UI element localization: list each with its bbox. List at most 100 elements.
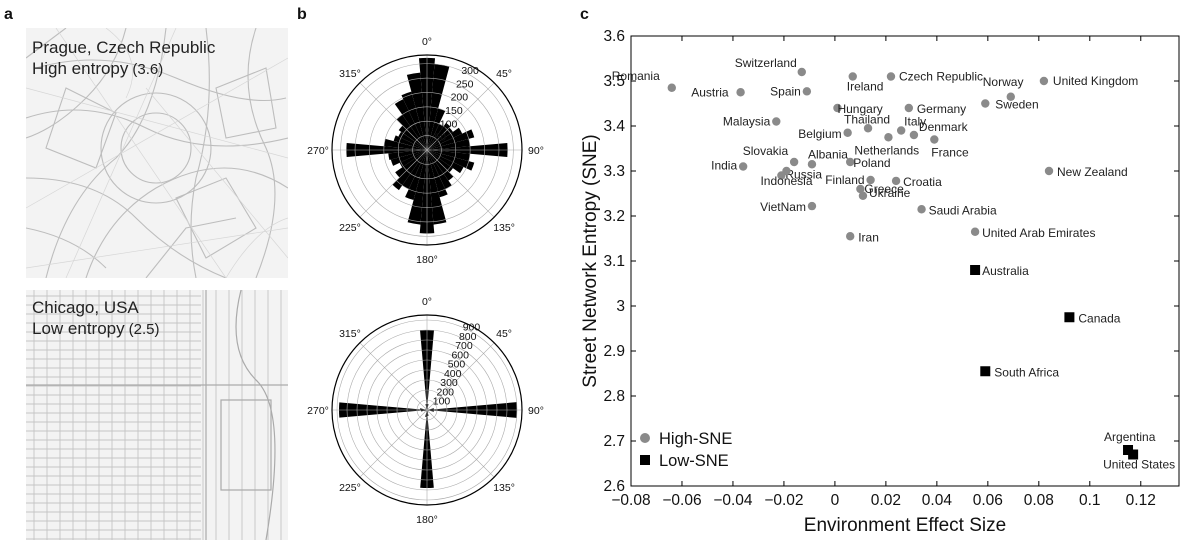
prague-polar-bar [392, 150, 427, 191]
prague-polar-bar [396, 114, 427, 150]
chicago-polar-radial-tick-label: 700 [455, 340, 473, 352]
prague-polar-angle-label: 225° [339, 222, 361, 234]
point-label: Albania [808, 147, 848, 161]
panel-letter-b: b [297, 6, 307, 23]
point-label: Poland [853, 156, 890, 170]
point-label: Argentina [1104, 430, 1156, 444]
chicago-label: Chicago, USA Low entropy (2.5) [32, 297, 159, 340]
prague-polar-bar [395, 150, 427, 178]
legend-high-sne-label: High-SNE [659, 430, 732, 448]
point-label: Thailand [844, 112, 890, 126]
high-sne-point [797, 67, 806, 77]
point-label: Denmark [919, 120, 969, 134]
x-tick-label: 0.08 [1024, 492, 1054, 509]
high-sne-point [772, 117, 781, 126]
prague-polar-bar [427, 150, 454, 181]
high-sne-point [884, 133, 893, 142]
chicago-polar-spoke [359, 342, 428, 411]
chicago-polar-angle-label: 315° [339, 328, 361, 340]
prague-polar-angle-label: 135° [493, 222, 515, 234]
prague-city: Prague, Czech Republic [32, 38, 216, 57]
high-sne-point [856, 184, 865, 194]
legend-high-sne-marker [640, 433, 650, 443]
y-axis-label: Street Network Entropy (SNE) [580, 134, 601, 387]
prague-street-lines [26, 28, 288, 278]
high-sne-point [904, 103, 914, 113]
prague-polar-bar [398, 131, 427, 150]
chicago-polar-angle-label: 90° [528, 405, 544, 417]
x-axis-label: Environment Effect Size [804, 515, 1006, 536]
prague-polar-radial-tick-label: 150 [445, 105, 463, 117]
chicago-street-lines [26, 290, 288, 540]
point-label: Indonesia [760, 174, 812, 188]
prague-polar-bar [402, 150, 427, 190]
prague-polar-bar [405, 150, 427, 201]
prague-polar-radial-tick-label: 300 [461, 65, 479, 77]
chicago-polar-radial-tick-label: 600 [451, 349, 469, 361]
chicago-polar-spoke [426, 409, 495, 478]
point-label: United Arab Emirates [982, 226, 1095, 240]
prague-polar-bar [383, 138, 427, 150]
high-sne-point [891, 176, 901, 186]
y-tick-label: 2.9 [603, 343, 625, 360]
y-tick-label: 3.3 [603, 163, 625, 180]
chicago-polar-radial-tick-label: 900 [463, 322, 481, 334]
point-label: Ukraine [869, 186, 911, 200]
chicago-polar-angle-label: 180° [416, 514, 438, 526]
chicago-entropy-value: (2.5) [128, 321, 160, 338]
prague-polar-bar [427, 150, 464, 174]
point-label: Finland [825, 173, 864, 187]
chicago-polar-bar [427, 410, 429, 416]
legend-low-sne-marker [640, 455, 650, 465]
high-sne-point [848, 72, 857, 81]
x-tick-label: 0.02 [871, 492, 901, 509]
prague-polar-bar [427, 150, 448, 198]
prague-polar-spoke [426, 82, 495, 151]
prague-polar-outer-ring [331, 54, 523, 246]
prague-polar-bar [398, 125, 427, 150]
high-sne-point [846, 232, 855, 241]
point-label: Greece [864, 182, 904, 196]
high-sne-point [667, 83, 676, 92]
high-sne-point [1039, 76, 1049, 86]
chicago-polar-spoke [426, 342, 495, 411]
prague-entropy-line: High entropy (3.6) [32, 58, 215, 80]
prague-polar-bar [427, 108, 446, 150]
chicago-polar-bar [427, 408, 434, 410]
chicago-polar-bar [425, 410, 427, 417]
low-sne-point [970, 265, 981, 275]
point-label: Switzerland [735, 56, 797, 70]
y-tick-label: 3.5 [603, 73, 625, 90]
high-sne-point [789, 157, 799, 167]
point-label: United States [1103, 458, 1175, 472]
chicago-polar-angle-label: 45° [496, 328, 512, 340]
panel-letter-c: c [580, 6, 589, 23]
y-tick-label: 3.2 [603, 208, 625, 225]
prague-polar-bar [427, 150, 453, 173]
x-tick-label: 0.04 [922, 492, 953, 509]
prague-entropy-value: (3.6) [132, 61, 164, 78]
x-tick-label: −0.06 [662, 492, 701, 509]
scatter-chart: −0.08 −0.06 −0.04 −0.02 0 0.02 0.04 0.06 0.08 0.1… [580, 28, 1180, 536]
prague-polar-radial-tick-label: 50 [434, 132, 446, 144]
prague-polar-bar [427, 150, 471, 162]
point-label: Slovakia [743, 144, 789, 158]
high-sne-point [738, 162, 748, 171]
point-label: Spain [770, 84, 801, 98]
prague-polar-angle-label: 180° [416, 254, 438, 266]
prague-polar-bar [427, 63, 450, 150]
high-sne-point [833, 103, 842, 113]
prague-polar-bar [388, 150, 427, 161]
x-tick-label: 0 [831, 492, 840, 509]
point-label: Malaysia [723, 115, 771, 129]
chicago-polar-angle-label: 0° [422, 296, 432, 308]
prague-polar-bar [427, 127, 453, 150]
point-label: Austria [691, 85, 729, 99]
y-tick-label: 2.7 [603, 433, 625, 450]
low-sne-point [1064, 312, 1075, 323]
chicago-city: Chicago, USA [32, 298, 139, 317]
point-label: South Africa [994, 365, 1059, 379]
prague-polar-angle-label: 270° [307, 145, 329, 157]
prague-polar-angle-label: 315° [339, 68, 361, 80]
